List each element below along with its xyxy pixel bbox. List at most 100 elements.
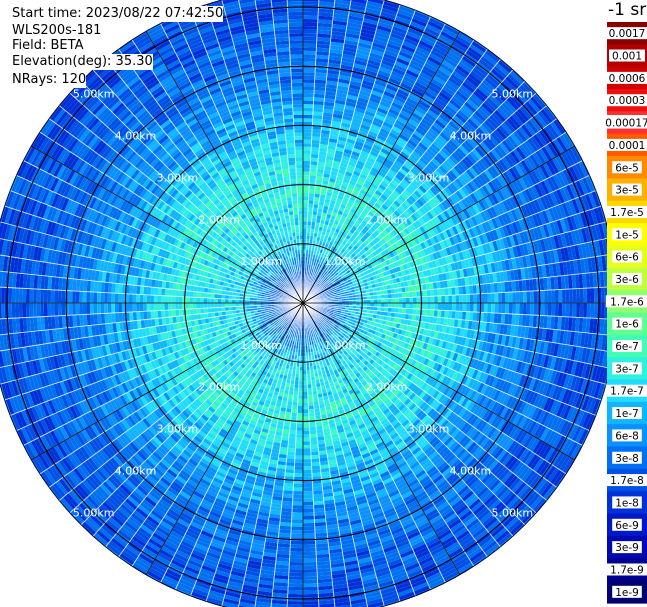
range-gate-cell <box>477 508 491 522</box>
range-gate-cell <box>534 408 544 423</box>
range-gate-cell <box>417 454 429 464</box>
range-gate-cell <box>491 481 504 494</box>
range-gate-cell <box>383 311 388 317</box>
range-gate-cell <box>501 334 507 346</box>
range-gate-cell <box>420 382 429 391</box>
range-gate-cell <box>387 325 393 332</box>
range-gate-cell <box>303 473 313 478</box>
range-gate-cell <box>355 462 366 469</box>
range-gate-cell <box>399 429 409 439</box>
range-gate-cell <box>336 328 341 333</box>
range-gate-cell <box>419 457 431 467</box>
range-gate-cell <box>399 515 413 524</box>
range-gate-cell <box>492 389 501 402</box>
range-gate-cell <box>433 309 438 318</box>
range-gate-cell <box>423 309 428 316</box>
range-gate-cell <box>347 401 355 407</box>
range-gate-cell <box>297 409 303 414</box>
range-gate-cell <box>562 330 568 345</box>
range-gate-cell <box>399 487 412 497</box>
range-gate-cell <box>511 500 525 514</box>
range-gate-cell <box>559 420 570 436</box>
range-gate-cell <box>303 576 318 581</box>
range-gate-cell <box>530 303 534 316</box>
range-gate-cell <box>382 407 391 416</box>
range-gate-cell <box>382 339 388 345</box>
range-gate-cell <box>365 313 370 318</box>
range-gate-cell <box>336 313 341 318</box>
range-gate-cell <box>591 398 601 416</box>
range-gate-cell <box>520 326 526 339</box>
range-gate-cell <box>441 325 447 334</box>
range-gate-cell <box>290 537 303 541</box>
range-gate-cell <box>580 378 588 395</box>
range-gate-cell <box>429 514 443 525</box>
range-gate-cell <box>298 381 303 385</box>
range-gate-cell <box>458 434 469 446</box>
range-gate-cell <box>337 390 344 396</box>
range-gate-cell <box>419 426 429 435</box>
range-gate-cell <box>524 419 535 433</box>
range-gate-cell <box>311 465 321 470</box>
range-gate-cell <box>315 335 319 340</box>
range-gate-cell <box>423 357 430 366</box>
range-gate-cell <box>482 540 498 554</box>
range-gate-cell <box>464 473 477 486</box>
range-gate-cell <box>366 495 379 503</box>
range-gate-cell <box>548 328 554 343</box>
range-gate-cell <box>354 389 362 396</box>
range-gate-cell <box>467 547 483 560</box>
range-gate-cell <box>478 371 486 383</box>
range-gate-cell <box>493 416 503 429</box>
range-gate-cell <box>348 333 354 339</box>
range-gate-cell <box>373 481 384 489</box>
range-gate-cell <box>395 333 401 340</box>
range-gate-cell <box>412 376 420 385</box>
range-gate-cell <box>375 441 385 449</box>
range-gate-cell <box>406 343 413 351</box>
range-gate-cell <box>403 435 413 444</box>
range-gate-cell <box>455 504 469 516</box>
range-gate-cell <box>387 558 403 567</box>
range-gate-cell <box>490 501 504 515</box>
range-gate-cell <box>347 465 357 472</box>
range-gate-cell <box>428 421 438 432</box>
range-gate-cell <box>370 382 377 389</box>
range-gate-cell <box>397 346 404 353</box>
range-gate-cell <box>347 341 353 346</box>
range-gate-cell <box>375 318 380 324</box>
range-gate-cell <box>493 447 505 460</box>
range-gate-cell <box>444 303 449 311</box>
range-gate-cell <box>382 315 388 321</box>
range-gate-cell <box>494 378 502 390</box>
range-gate-cell <box>490 312 495 324</box>
range-gate-cell <box>432 495 445 506</box>
range-gate-cell <box>461 490 475 502</box>
range-gate-cell <box>535 379 543 394</box>
range-gate-cell <box>361 452 371 459</box>
range-gate-cell <box>403 342 410 350</box>
range-gate-cell <box>350 423 358 430</box>
range-gate-cell <box>340 385 347 391</box>
range-gate-cell <box>428 489 441 500</box>
range-gate-cell <box>412 308 417 315</box>
range-gate-cell <box>559 330 565 345</box>
range-gate-cell <box>448 390 457 400</box>
range-gate-cell <box>498 451 510 464</box>
range-gate-cell <box>342 403 350 410</box>
range-gate-cell <box>438 446 449 457</box>
range-gate-cell <box>397 543 412 552</box>
range-gate-cell <box>461 375 469 386</box>
range-gate-cell <box>390 418 400 427</box>
range-gate-cell <box>371 508 384 516</box>
range-gate-cell <box>408 427 418 436</box>
range-gate-cell <box>411 509 424 519</box>
range-gate-cell <box>397 339 403 347</box>
range-gate-cell <box>585 317 591 334</box>
range-gate-cell <box>379 535 394 543</box>
range-gate-cell <box>343 425 352 432</box>
range-gate-cell <box>365 385 373 393</box>
range-gate-cell <box>453 318 459 328</box>
range-gate-cell <box>404 330 410 338</box>
range-gate-cell <box>563 359 571 374</box>
